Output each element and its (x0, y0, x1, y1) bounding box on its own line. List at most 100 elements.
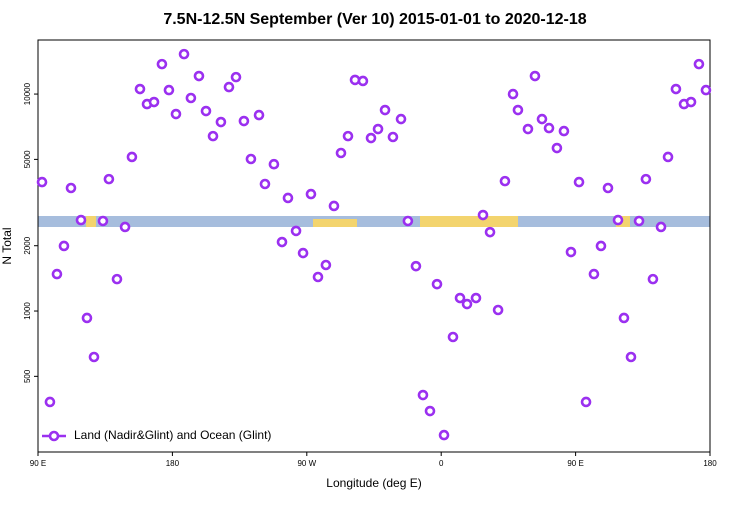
point (625, 351, 637, 363)
point (178, 48, 190, 60)
point (410, 260, 422, 272)
point (223, 81, 235, 93)
point (536, 113, 548, 125)
x-tick-label: 0 (439, 459, 444, 468)
point (276, 236, 288, 248)
point (612, 214, 624, 226)
point (402, 215, 414, 227)
point (305, 188, 317, 200)
point (170, 108, 182, 120)
point (454, 292, 466, 304)
point (461, 298, 473, 310)
point (365, 132, 377, 144)
point (543, 122, 555, 134)
y-axis-label: N Total (0, 227, 14, 264)
point (290, 225, 302, 237)
point (580, 396, 592, 408)
map-strip (38, 216, 710, 227)
point (200, 105, 212, 117)
point (312, 271, 324, 283)
y-tick-label: 10000 (23, 82, 32, 105)
point (238, 115, 250, 127)
x-tick-label: 90 E (30, 459, 46, 468)
point (640, 173, 652, 185)
point (44, 396, 56, 408)
point (507, 88, 519, 100)
point (470, 292, 482, 304)
y-tick-label: 2000 (23, 236, 32, 254)
point (551, 142, 563, 154)
point (387, 131, 399, 143)
point (522, 123, 534, 135)
x-tick-label: 180 (166, 459, 180, 468)
point (134, 83, 146, 95)
point (207, 130, 219, 142)
point (148, 96, 160, 108)
y-tick-label: 500 (23, 369, 32, 383)
point (573, 176, 585, 188)
point (103, 173, 115, 185)
point (512, 104, 524, 116)
point (424, 405, 436, 417)
point (119, 221, 131, 233)
y-tick-label: 1000 (23, 302, 32, 320)
point (484, 226, 496, 238)
point (51, 268, 63, 280)
point (477, 209, 489, 221)
point (558, 125, 570, 137)
point (245, 153, 257, 165)
point (700, 84, 712, 96)
point (438, 429, 450, 441)
x-tick-label: 90 E (567, 459, 583, 468)
point (282, 192, 294, 204)
point (588, 268, 600, 280)
point (215, 116, 227, 128)
point (499, 175, 511, 187)
point (36, 176, 48, 188)
point (395, 113, 407, 125)
point (111, 273, 123, 285)
point (65, 182, 77, 194)
point (335, 147, 347, 159)
point (417, 389, 429, 401)
point (431, 278, 443, 290)
point (602, 182, 614, 194)
chart-title: 7.5N-12.5N September (Ver 10) 2015-01-01… (163, 11, 586, 28)
point (97, 215, 109, 227)
point (670, 83, 682, 95)
point (58, 240, 70, 252)
x-tick-label: 90 W (297, 459, 316, 468)
point (88, 351, 100, 363)
point (357, 75, 369, 87)
point (447, 331, 459, 343)
point (372, 123, 384, 135)
point (230, 71, 242, 83)
point (268, 158, 280, 170)
point (320, 259, 332, 271)
point (595, 240, 607, 252)
point (662, 151, 674, 163)
legend-marker (48, 430, 60, 442)
point (379, 104, 391, 116)
x-axis-label: Longitude (deg E) (326, 476, 421, 490)
plot-frame (37, 39, 711, 453)
point (655, 221, 667, 233)
point (328, 200, 340, 212)
point (492, 304, 504, 316)
point (193, 70, 205, 82)
point (297, 247, 309, 259)
point (126, 151, 138, 163)
point (75, 214, 87, 226)
point (81, 312, 93, 324)
point (156, 58, 168, 70)
point (647, 273, 659, 285)
point (342, 130, 354, 142)
point (185, 92, 197, 104)
point (685, 96, 697, 108)
point (163, 84, 175, 96)
y-tick-label: 5000 (23, 150, 32, 168)
point (259, 178, 271, 190)
point (529, 70, 541, 82)
x-tick-label: 180 (703, 459, 717, 468)
